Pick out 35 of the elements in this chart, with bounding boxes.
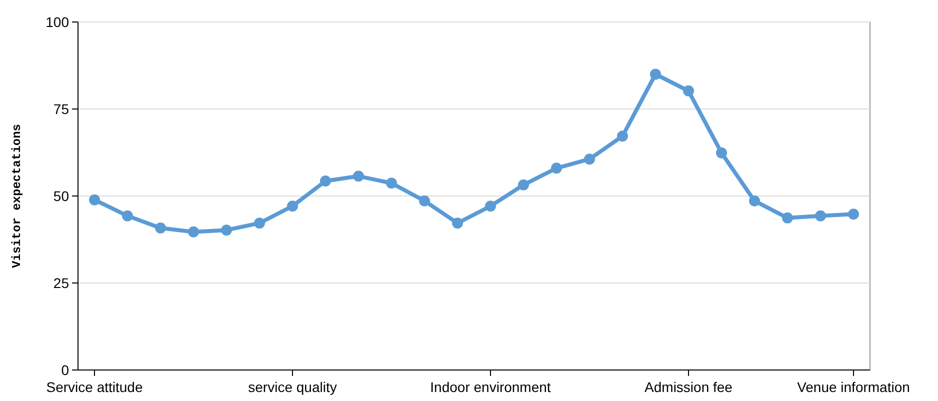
point <box>551 162 562 174</box>
y-tick-label: 50 <box>53 188 70 204</box>
y-axis-title: Visitor expectations <box>10 124 24 268</box>
point <box>353 170 364 182</box>
y-tick-label: 0 <box>61 362 70 378</box>
point <box>650 68 661 80</box>
x-tick-label: service quality <box>248 379 337 395</box>
point <box>452 218 463 229</box>
x-tick-label: Venue information <box>797 379 910 395</box>
x-tick-label: Indoor environment <box>430 379 551 395</box>
point <box>122 210 133 222</box>
point <box>518 179 529 190</box>
point <box>683 85 694 96</box>
y-tick-label: 25 <box>53 274 70 291</box>
point <box>815 210 826 222</box>
point <box>287 200 298 212</box>
point <box>848 208 859 220</box>
point <box>617 130 628 142</box>
point <box>386 178 397 189</box>
point <box>89 194 100 206</box>
point <box>749 195 760 206</box>
point <box>221 224 232 236</box>
y-tick-label: 100 <box>46 14 70 30</box>
point <box>419 195 430 206</box>
point <box>782 212 793 224</box>
point <box>320 176 331 187</box>
point <box>485 200 496 212</box>
point <box>254 218 265 229</box>
x-tick-label: Service attitude <box>46 379 143 395</box>
point <box>584 154 595 165</box>
x-tick-label: Admission fee <box>644 379 733 395</box>
point <box>188 226 199 238</box>
y-tick-label: 75 <box>53 100 70 117</box>
point <box>155 222 166 234</box>
point <box>716 147 727 158</box>
